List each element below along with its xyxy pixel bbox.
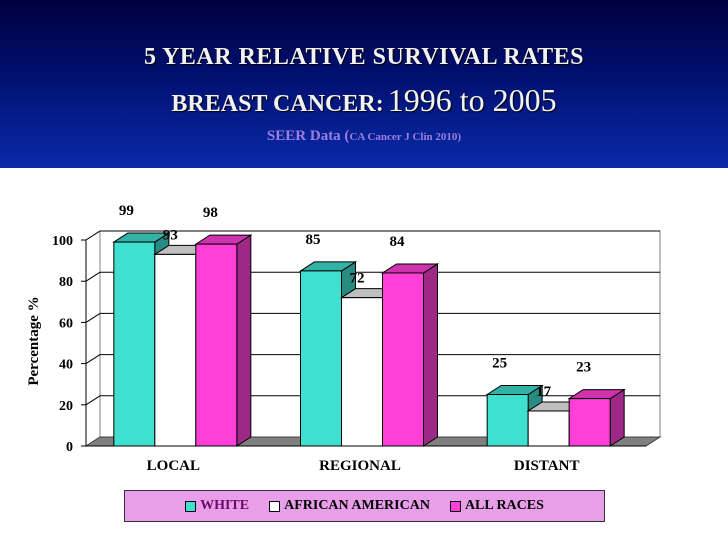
data-label: 25 xyxy=(492,356,507,372)
y-tick-label: 100 xyxy=(52,234,73,249)
bar xyxy=(195,243,238,447)
title-disease: BREAST CANCER: xyxy=(171,91,384,117)
data-label: 85 xyxy=(306,232,321,248)
legend-swatch-african-american xyxy=(269,500,281,512)
subtitle-citation: CA Cancer J Clin 2010) xyxy=(349,131,462,143)
chart-area: 0 20 40 60 80 100 Percentage % LOCAL 99 93 98 REGIO… xyxy=(0,168,728,546)
gridline-side xyxy=(85,230,101,241)
data-label: 72 xyxy=(350,271,365,287)
slide-subtitle: SEER Data (CA Cancer J Clin 2010) xyxy=(0,128,728,145)
data-label: 93 xyxy=(163,227,178,243)
subtitle-source: SEER Data ( xyxy=(266,128,350,144)
bar xyxy=(300,270,342,447)
legend-item-all-races: ALL RACES xyxy=(449,498,544,514)
chart-legend: WHITE AFRICAN AMERICAN ALL RACES xyxy=(124,490,605,522)
bar-side xyxy=(609,388,625,447)
y-tick-label: 60 xyxy=(59,316,73,331)
legend-swatch-white xyxy=(185,500,197,512)
bar xyxy=(382,272,424,447)
gridline-side xyxy=(85,312,101,323)
data-label: 84 xyxy=(390,234,406,250)
bar xyxy=(154,253,197,447)
y-tick-label: 40 xyxy=(59,358,73,373)
title-years: 1996 to 2005 xyxy=(387,82,557,118)
slide-title: 5 YEAR RELATIVE SURVIVAL RATES xyxy=(143,44,585,70)
bar-chart: 0 20 40 60 80 100 Percentage % LOCAL 99 93 98 REGIO… xyxy=(26,203,662,474)
gridline-side xyxy=(85,354,101,365)
y-axis-title: Percentage % xyxy=(26,296,42,385)
data-label: 99 xyxy=(119,203,134,219)
data-label: 23 xyxy=(576,360,591,376)
bar-side xyxy=(236,234,252,447)
data-label: 17 xyxy=(536,384,552,400)
data-label: 98 xyxy=(203,205,218,221)
slide-header: 5 YEAR RELATIVE SURVIVAL RATES BREAST CA… xyxy=(0,0,728,168)
bar xyxy=(527,410,570,447)
y-tick-label: 0 xyxy=(66,440,73,455)
x-tick-label: LOCAL xyxy=(147,458,200,474)
bar xyxy=(341,297,383,447)
bar-side xyxy=(423,263,438,447)
legend-label-all-races: ALL RACES xyxy=(464,498,544,513)
gridline-side xyxy=(85,271,101,282)
slide-title-line2: BREAST CANCER: 1996 to 2005 xyxy=(0,82,728,119)
y-tick-label: 20 xyxy=(59,399,73,414)
bar xyxy=(113,241,156,447)
legend-swatch-all-races xyxy=(449,500,461,512)
y-tick-label: 80 xyxy=(59,275,73,290)
x-tick-label: REGIONAL xyxy=(319,458,401,474)
legend-label-white: WHITE xyxy=(200,498,250,513)
bar xyxy=(568,398,611,447)
x-tick-label: DISTANT xyxy=(514,458,580,474)
legend-item-african-american: AFRICAN AMERICAN xyxy=(269,498,430,514)
gridline-side xyxy=(85,395,101,406)
legend-label-african-american: AFRICAN AMERICAN xyxy=(284,498,430,513)
chart-side-wall xyxy=(85,230,101,447)
bar xyxy=(486,394,529,447)
legend-item-white: WHITE xyxy=(185,498,249,514)
